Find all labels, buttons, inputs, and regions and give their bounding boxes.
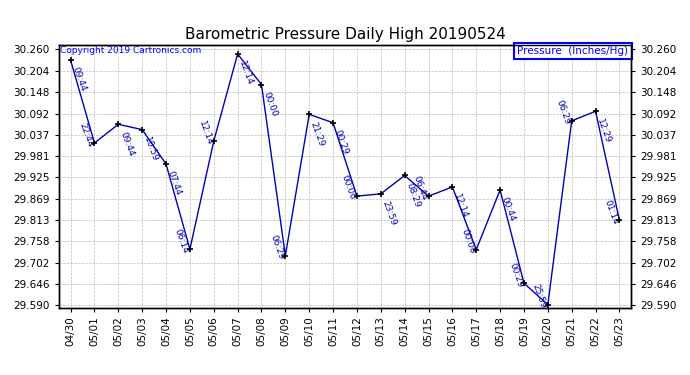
Text: 23:59: 23:59 xyxy=(380,200,397,227)
Text: 06:29: 06:29 xyxy=(268,234,286,261)
Text: 22:44: 22:44 xyxy=(77,121,95,148)
Text: 09:44: 09:44 xyxy=(118,130,135,157)
Text: 00:44: 00:44 xyxy=(500,196,517,223)
Text: 08:29: 08:29 xyxy=(404,181,422,209)
Text: 21:29: 21:29 xyxy=(309,120,326,147)
Text: 00:29: 00:29 xyxy=(507,261,524,288)
Text: Pressure  (Inches/Hg): Pressure (Inches/Hg) xyxy=(518,46,629,56)
Text: 12:14: 12:14 xyxy=(237,60,255,87)
Text: 12:29: 12:29 xyxy=(595,117,613,144)
Text: 01:14: 01:14 xyxy=(602,198,620,225)
Text: 12:14: 12:14 xyxy=(452,193,469,220)
Text: 06:14: 06:14 xyxy=(173,227,190,255)
Text: 00:00: 00:00 xyxy=(340,174,357,201)
Text: Copyright 2019 Cartronics.com: Copyright 2019 Cartronics.com xyxy=(60,45,201,54)
Title: Barometric Pressure Daily High 20190524: Barometric Pressure Daily High 20190524 xyxy=(185,27,505,42)
Text: 09:44: 09:44 xyxy=(70,66,88,93)
Text: 00:00: 00:00 xyxy=(261,90,279,118)
Text: 10:59: 10:59 xyxy=(142,135,159,163)
Text: 12:14: 12:14 xyxy=(197,119,214,146)
Text: 06:44: 06:44 xyxy=(411,174,428,201)
Text: 07:44: 07:44 xyxy=(166,170,183,197)
Text: 00:29: 00:29 xyxy=(333,129,350,156)
Text: 00:00: 00:00 xyxy=(460,228,477,255)
Text: 06:29: 06:29 xyxy=(555,99,572,126)
Text: 25:59: 25:59 xyxy=(531,283,548,310)
